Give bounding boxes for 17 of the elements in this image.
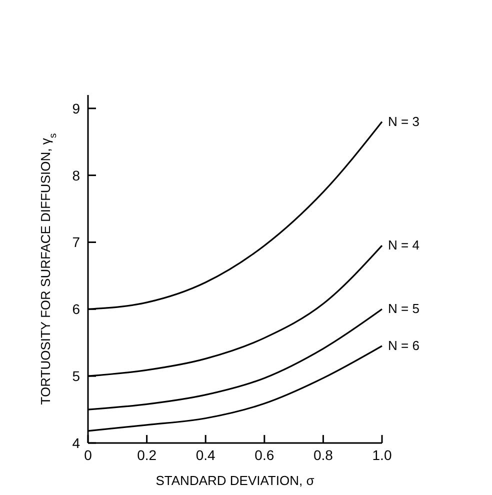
x-tick-label: 0.6 [254,447,274,463]
series-label: N = 5 [388,301,420,316]
x-axis-title: STANDARD DEVIATION, σ [156,473,314,488]
y-tick-label: 9 [72,100,80,116]
series-label: N = 6 [388,338,420,353]
y-tick-label: 7 [72,234,80,250]
y-tick-label: 6 [72,301,80,318]
series-label: N = 4 [388,238,420,253]
x-tick-label: 1.0 [372,447,392,463]
x-tick-label: 0 [84,447,92,463]
y-tick-label: 8 [72,167,80,184]
y-tick-label: 5 [72,368,80,384]
y-tick-label: 4 [72,435,80,451]
x-tick-label: 0.2 [137,447,157,463]
x-tick-label: 0.8 [313,447,334,463]
x-tick-label: 0.4 [196,447,216,463]
series-label: N = 3 [388,114,420,129]
